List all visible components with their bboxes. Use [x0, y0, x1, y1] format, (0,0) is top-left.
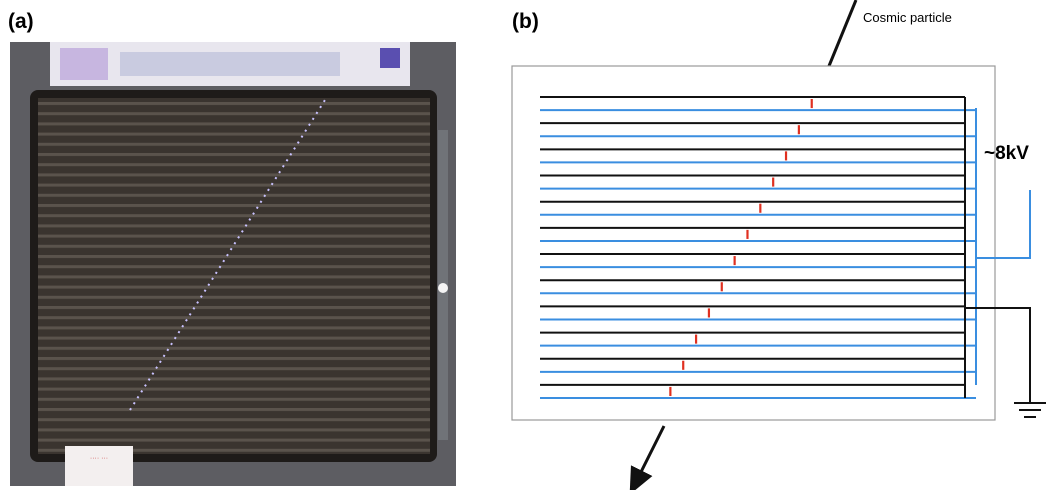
- panel-label: (b): [512, 10, 539, 33]
- annotation: Cosmic particle: [863, 10, 952, 25]
- photo: ···· ···: [10, 42, 456, 486]
- diagram: Cosmic particle ~8kV: [511, 0, 1046, 490]
- panel-label: (a): [8, 10, 34, 33]
- svg-text:···· ···: ···· ···: [90, 455, 108, 462]
- annotation: ~8kV: [984, 143, 1029, 164]
